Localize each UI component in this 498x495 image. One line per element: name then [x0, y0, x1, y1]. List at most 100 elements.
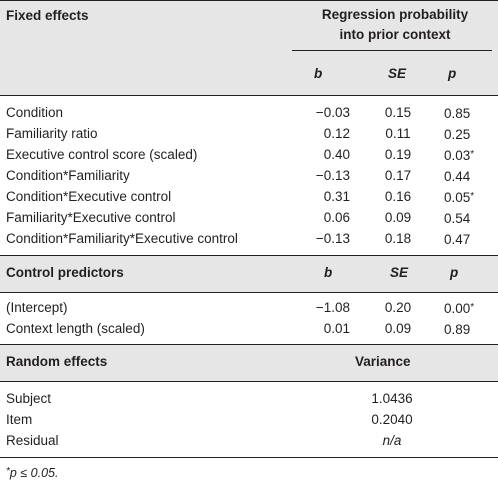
b-cell-value: −0.13 — [315, 231, 350, 246]
row-label: Executive control score (scaled) — [6, 144, 197, 165]
p-cell: 0.85 — [444, 102, 470, 124]
table-row: Familiarity*Executive control 0.06 0.09 0.5… — [0, 207, 498, 228]
se-cell-value: 0.09 — [384, 210, 412, 225]
row-label-value: Executive control score (scaled) — [6, 147, 198, 162]
se-cell-value: 0.17 — [384, 168, 412, 183]
p-cell-value: 0.47 — [444, 232, 471, 247]
col-p-header: p — [448, 66, 457, 81]
row-label-value: Familiarity ratio — [6, 126, 98, 141]
variance-cell-value: n/a — [382, 433, 402, 448]
b-cell: −0.13 — [300, 165, 350, 186]
significance-star: * — [470, 191, 475, 202]
row-label: Familiarity*Executive control — [6, 207, 176, 228]
p-cell-value: 0.54 — [444, 211, 471, 226]
p-cell: 0.00* — [444, 297, 474, 319]
row-label: Subject — [6, 388, 51, 409]
row-label-value: Residual — [6, 433, 59, 448]
b-cell: 0.31 — [300, 186, 350, 207]
results-table: Fixed effects Regression probability int… — [0, 0, 498, 458]
se-cell-value: 0.20 — [384, 300, 412, 315]
row-label-value: Familiarity*Executive control — [6, 210, 176, 225]
table-row: Condition*Familiarity*Executive control −… — [0, 228, 498, 249]
se-cell-value: 0.16 — [384, 189, 412, 204]
p-cell-value: 0.03 — [444, 148, 471, 163]
table-row: Residual n/a — [0, 430, 498, 451]
p-cell-value: 0.05 — [444, 190, 471, 205]
table-row: (Intercept) −1.08 0.20 0.00* — [0, 297, 498, 318]
se-cell: 0.17 — [378, 165, 418, 186]
se-cell-value: 0.11 — [385, 126, 411, 141]
p-cell: 0.05* — [444, 186, 474, 208]
se-cell: 0.18 — [378, 228, 418, 249]
significance-star: * — [470, 302, 475, 313]
se-cell: 0.11 — [378, 123, 418, 144]
row-label-value: Item — [6, 412, 33, 427]
significance-star: * — [470, 149, 475, 160]
row-label: Condition — [6, 102, 63, 123]
row-label-value: Subject — [6, 391, 52, 406]
control-col-se-header: SE — [390, 265, 409, 280]
b-cell-value: 0.31 — [323, 189, 350, 204]
random-effects-heading: Random effects — [6, 354, 108, 369]
table-row: Item 0.2040 — [0, 409, 498, 430]
variance-cell: 0.2040 — [352, 409, 432, 430]
b-cell: −0.13 — [300, 228, 350, 249]
b-cell-value: −1.08 — [315, 300, 350, 315]
b-cell: 0.01 — [300, 318, 350, 339]
fixed-effects-heading: Fixed effects — [6, 8, 89, 23]
control-col-p-header: p — [450, 265, 459, 280]
random-effects-header: Random effects Variance — [0, 344, 498, 381]
row-label-value: Condition — [6, 105, 64, 120]
footnote-text: p ≤ 0.05. — [9, 466, 59, 480]
regression-probability-heading: Regression probability into prior contex… — [305, 5, 485, 45]
b-cell-value: 0.12 — [323, 126, 350, 141]
row-label: Residual — [6, 430, 59, 451]
se-cell-value: 0.19 — [384, 147, 412, 162]
p-cell: 0.44 — [444, 165, 470, 187]
variance-header: Variance — [355, 354, 411, 369]
se-cell: 0.20 — [378, 297, 418, 318]
regression-heading-line2: into prior context — [339, 27, 451, 42]
se-cell: 0.09 — [378, 207, 418, 228]
regression-heading-line1: Regression probability — [321, 7, 469, 22]
row-label-value: Condition*Familiarity*Executive control — [6, 231, 238, 246]
table-row: Subject 1.0436 — [0, 388, 498, 409]
se-cell: 0.15 — [378, 102, 418, 123]
b-cell: 0.40 — [300, 144, 350, 165]
control-predictors-body: (Intercept) −1.08 0.20 0.00* Context length … — [0, 293, 498, 344]
fixed-column-header-row: b SE p — [0, 51, 498, 95]
variance-cell: n/a — [352, 430, 432, 451]
control-col-b-header: b — [324, 265, 333, 280]
b-cell: −1.08 — [300, 297, 350, 318]
group-underline — [292, 50, 492, 51]
se-cell-value: 0.09 — [384, 321, 412, 336]
footnote: *p ≤ 0.05. — [6, 466, 58, 480]
p-cell-value: 0.25 — [444, 127, 471, 142]
random-effects-body: Subject 1.0436 Item 0.2040 Residual n/a — [0, 382, 498, 457]
table-row: Condition*Executive control 0.31 0.16 0.05* — [0, 186, 498, 207]
p-cell-value: 0.00 — [444, 301, 471, 316]
fixed-effects-header: Fixed effects Regression probability int… — [0, 0, 498, 51]
table-row: Familiarity ratio 0.12 0.11 0.25 — [0, 123, 498, 144]
b-cell-value: −0.03 — [315, 105, 350, 120]
row-label-value: (Intercept) — [6, 300, 68, 315]
col-se-header: SE — [388, 66, 407, 81]
b-cell: 0.06 — [300, 207, 350, 228]
row-label: Familiarity ratio — [6, 123, 98, 144]
table-row: Condition −0.03 0.15 0.85 — [0, 102, 498, 123]
control-predictors-heading: Control predictors — [6, 265, 124, 280]
p-cell: 0.54 — [444, 207, 470, 229]
row-label: Condition*Familiarity*Executive control — [6, 228, 238, 249]
se-cell-value: 0.15 — [384, 105, 412, 120]
p-cell-value: 0.89 — [444, 322, 471, 337]
b-cell-value: 0.06 — [323, 210, 350, 225]
se-cell: 0.09 — [378, 318, 418, 339]
p-cell: 0.25 — [444, 123, 470, 145]
fixed-effects-body: Condition −0.03 0.15 0.85 Familiarity ratio 0… — [0, 96, 498, 255]
variance-cell-value: 1.0436 — [371, 391, 413, 406]
col-b-header: b — [314, 66, 323, 81]
row-label: (Intercept) — [6, 297, 68, 318]
b-cell: −0.03 — [300, 102, 350, 123]
table-row: Condition*Familiarity −0.13 0.17 0.44 — [0, 165, 498, 186]
se-cell: 0.19 — [378, 144, 418, 165]
